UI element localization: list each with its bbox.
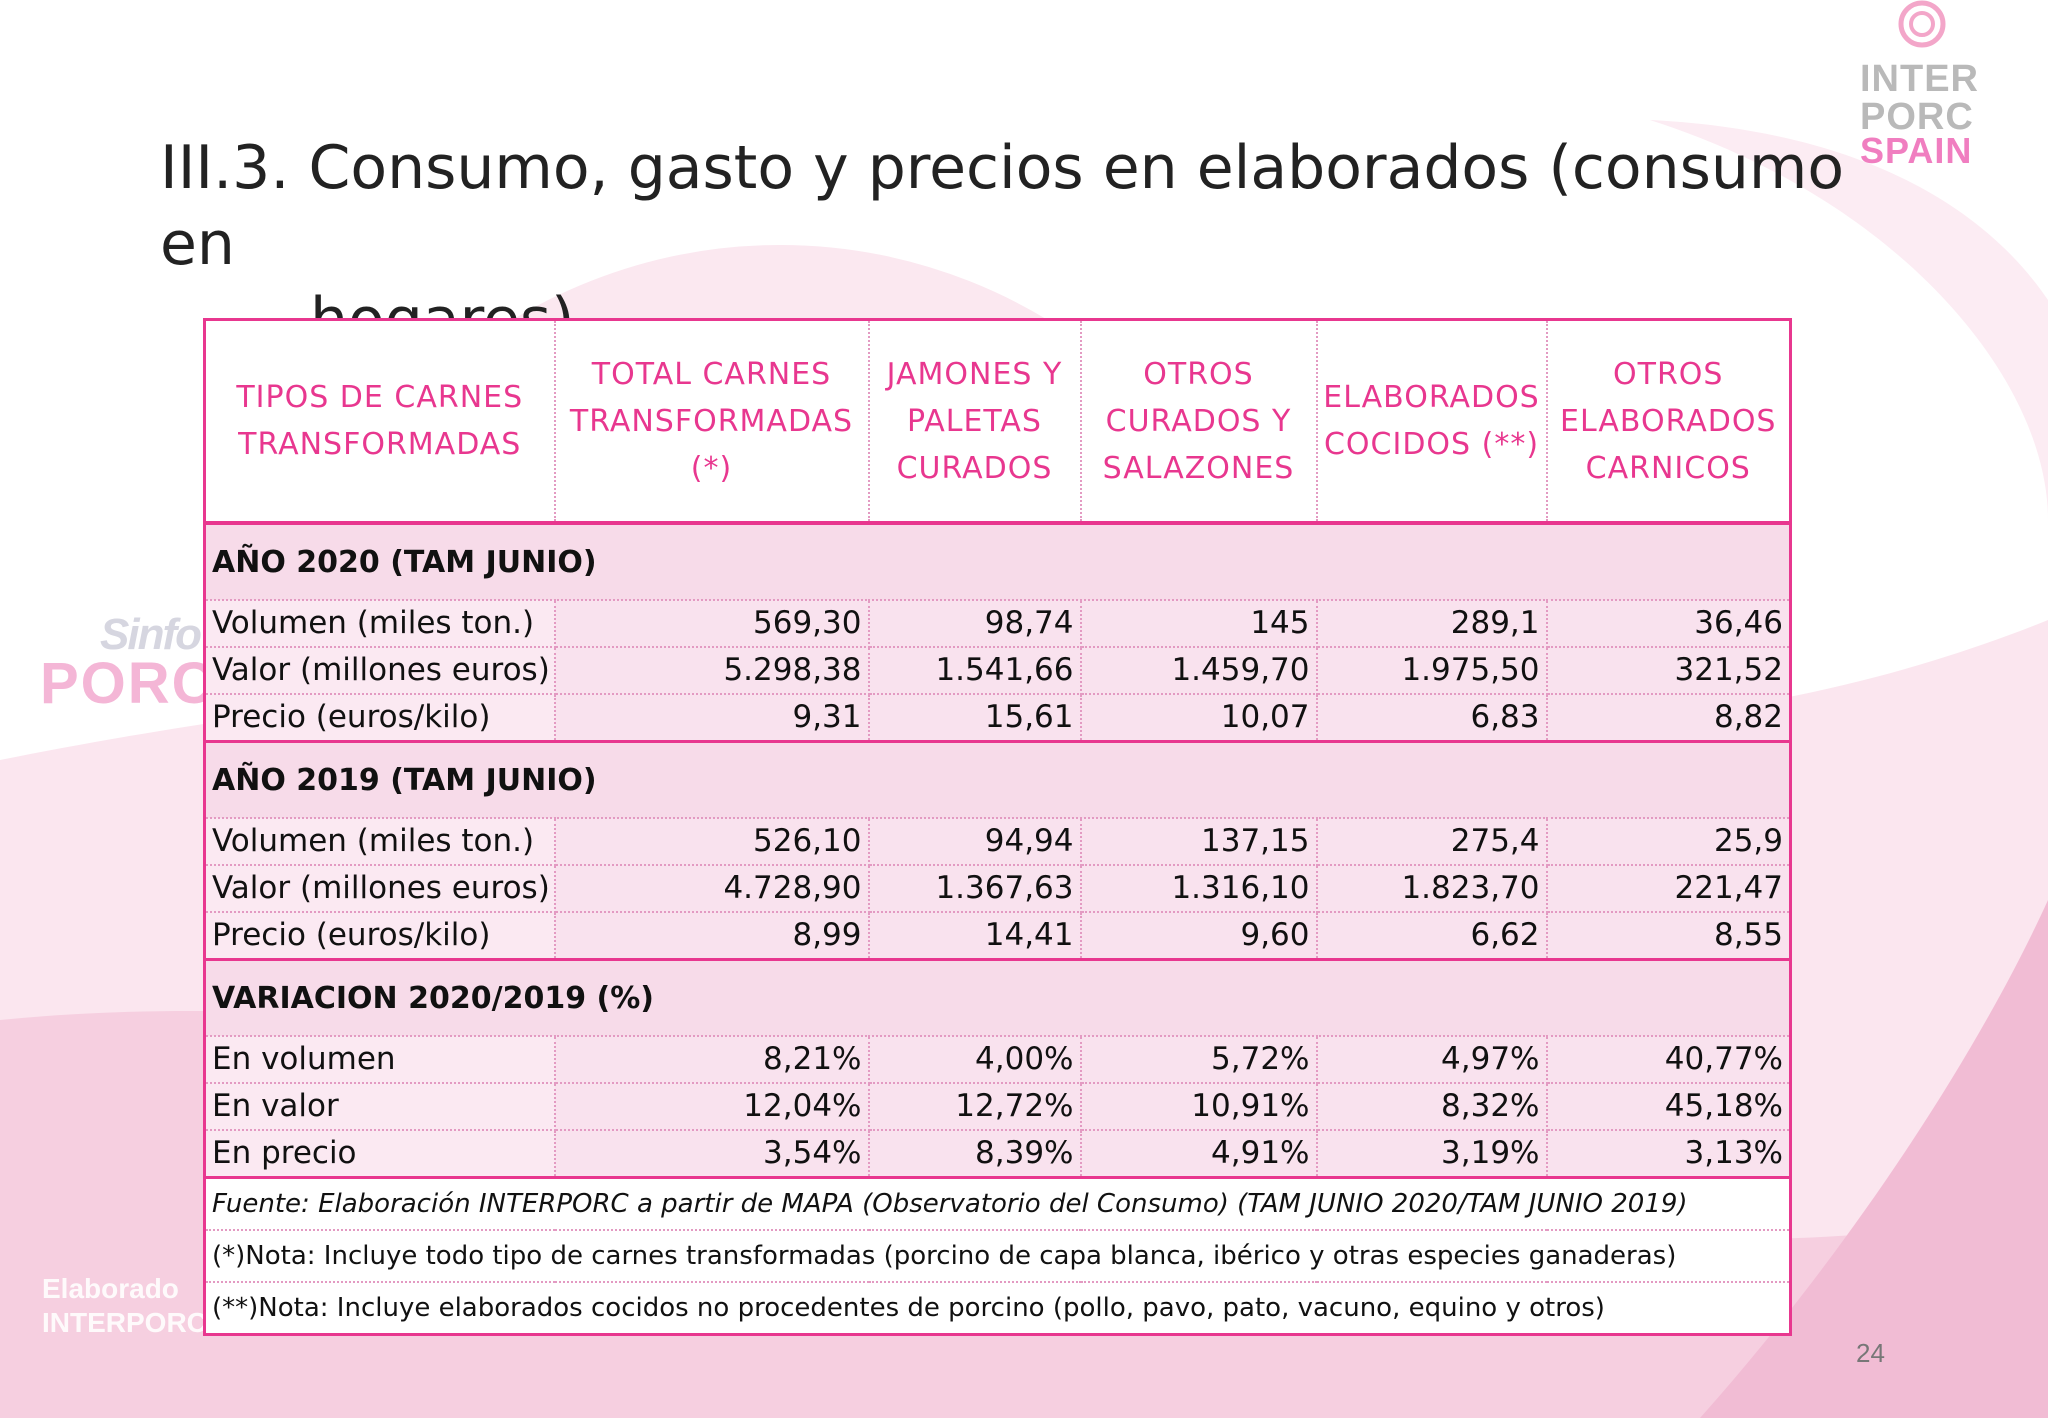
cell-value: 36,46 bbox=[1546, 600, 1792, 648]
sinfo-text: Sinfo bbox=[100, 610, 202, 659]
header-row: TIPOS DE CARNES TRANSFORMADAS TOTAL CARN… bbox=[204, 319, 1792, 525]
cell-value: 12,72% bbox=[868, 1083, 1082, 1131]
section-title: VARIACION 2020/2019 (%) bbox=[204, 959, 1791, 1037]
cell-value: 15,61 bbox=[868, 694, 1082, 743]
cell-value: 321,52 bbox=[1546, 647, 1792, 695]
row-label: Valor (millones euros) bbox=[204, 647, 556, 695]
section-row: VARIACION 2020/2019 (%) bbox=[204, 959, 1791, 1037]
cell-value: 14,41 bbox=[868, 912, 1082, 961]
porc-text: PORC bbox=[40, 651, 216, 716]
logo-text-porc: PORC bbox=[1860, 96, 1974, 138]
table-row: Precio (euros/kilo) 8,99 14,41 9,60 6,62… bbox=[204, 912, 1792, 961]
table-row: Valor (millones euros) 4.728,90 1.367,63… bbox=[204, 865, 1792, 913]
table-row: En volumen 8,21% 4,00% 5,72% 4,97% 40,77… bbox=[204, 1036, 1792, 1084]
cell-value: 8,99 bbox=[554, 912, 870, 961]
cell-value: 40,77% bbox=[1546, 1036, 1792, 1084]
cell-value: 98,74 bbox=[868, 600, 1082, 648]
cell-value: 4,97% bbox=[1316, 1036, 1548, 1084]
cell-value: 275,4 bbox=[1316, 818, 1548, 866]
cell-value: 1.459,70 bbox=[1080, 647, 1318, 695]
cell-value: 137,15 bbox=[1080, 818, 1318, 866]
source-note: Fuente: Elaboración INTERPORC a partir d… bbox=[204, 1177, 1791, 1231]
row-label: Volumen (miles ton.) bbox=[204, 600, 556, 648]
cell-value: 4.728,90 bbox=[554, 865, 870, 913]
table-row: Volumen (miles ton.) 569,30 98,74 145 28… bbox=[204, 600, 1792, 648]
section-title: AÑO 2020 (TAM JUNIO) bbox=[204, 523, 1791, 601]
section-title: AÑO 2019 (TAM JUNIO) bbox=[204, 741, 1791, 819]
cell-value: 9,60 bbox=[1080, 912, 1318, 961]
cell-value: 6,62 bbox=[1316, 912, 1548, 961]
cell-value: 1.541,66 bbox=[868, 647, 1082, 695]
cell-value: 1.823,70 bbox=[1316, 865, 1548, 913]
cell-value: 8,82 bbox=[1546, 694, 1792, 743]
footer-line2: INTERPORC bbox=[42, 1307, 207, 1338]
cell-value: 1.316,10 bbox=[1080, 865, 1318, 913]
column-header: OTROS ELABORADOS CARNICOS bbox=[1546, 319, 1792, 525]
row-label: En precio bbox=[204, 1130, 556, 1179]
page-number: 24 bbox=[1856, 1338, 1885, 1368]
cell-value: 8,32% bbox=[1316, 1083, 1548, 1131]
cell-value: 12,04% bbox=[554, 1083, 870, 1131]
cell-value: 9,31 bbox=[554, 694, 870, 743]
cell-value: 5.298,38 bbox=[554, 647, 870, 695]
cell-value: 8,21% bbox=[554, 1036, 870, 1084]
column-header: ELABORADOS COCIDOS (**) bbox=[1316, 319, 1548, 525]
row-label: Precio (euros/kilo) bbox=[204, 694, 556, 743]
footnote: (**)Nota: Incluye elaborados cocidos no … bbox=[204, 1282, 1791, 1335]
row-label: Volumen (miles ton.) bbox=[204, 818, 556, 866]
column-header: TOTAL CARNES TRANSFORMADAS (*) bbox=[554, 319, 870, 525]
cell-value: 3,54% bbox=[554, 1130, 870, 1179]
cell-value: 3,13% bbox=[1546, 1130, 1792, 1179]
cell-value: 94,94 bbox=[868, 818, 1082, 866]
cell-value: 8,39% bbox=[868, 1130, 1082, 1179]
logo-text-inter: INTER bbox=[1860, 58, 1979, 100]
cell-value: 526,10 bbox=[554, 818, 870, 866]
cell-value: 45,18% bbox=[1546, 1083, 1792, 1131]
table-row: En valor 12,04% 12,72% 10,91% 8,32% 45,1… bbox=[204, 1083, 1792, 1131]
row-label: En volumen bbox=[204, 1036, 556, 1084]
footer-watermark: Elaborado INTERPORC bbox=[42, 1272, 207, 1340]
section-row: AÑO 2020 (TAM JUNIO) bbox=[204, 523, 1791, 601]
cell-value: 289,1 bbox=[1316, 600, 1548, 648]
logo-text-spain: SPAIN bbox=[1860, 130, 1973, 171]
cell-value: 8,55 bbox=[1546, 912, 1792, 961]
cell-value: 1.367,63 bbox=[868, 865, 1082, 913]
consumption-table: TIPOS DE CARNES TRANSFORMADAS TOTAL CARN… bbox=[203, 318, 1792, 1336]
cell-value: 221,47 bbox=[1546, 865, 1792, 913]
row-label: Precio (euros/kilo) bbox=[204, 912, 556, 961]
table-row: Valor (millones euros) 5.298,38 1.541,66… bbox=[204, 647, 1792, 695]
cell-value: 4,91% bbox=[1080, 1130, 1318, 1179]
cell-value: 10,91% bbox=[1080, 1083, 1318, 1131]
cell-value: 569,30 bbox=[554, 600, 870, 648]
cell-value: 145 bbox=[1080, 600, 1318, 648]
footnote-row: (**)Nota: Incluye elaborados cocidos no … bbox=[204, 1282, 1791, 1335]
table-row: En precio 3,54% 8,39% 4,91% 3,19% 3,13% bbox=[204, 1130, 1792, 1179]
table-row: Volumen (miles ton.) 526,10 94,94 137,15… bbox=[204, 818, 1792, 866]
table-row: Precio (euros/kilo) 9,31 15,61 10,07 6,8… bbox=[204, 694, 1792, 743]
footer-line1: Elaborado bbox=[42, 1273, 179, 1304]
cell-value: 25,9 bbox=[1546, 818, 1792, 866]
cell-value: 5,72% bbox=[1080, 1036, 1318, 1084]
title-line1: III.3. Consumo, gasto y precios en elabo… bbox=[160, 133, 1845, 279]
section-row: AÑO 2019 (TAM JUNIO) bbox=[204, 741, 1791, 819]
row-label: Valor (millones euros) bbox=[204, 865, 556, 913]
cell-value: 1.975,50 bbox=[1316, 647, 1548, 695]
column-header: TIPOS DE CARNES TRANSFORMADAS bbox=[204, 319, 556, 525]
source-note-row: Fuente: Elaboración INTERPORC a partir d… bbox=[204, 1177, 1791, 1231]
cell-value: 3,19% bbox=[1316, 1130, 1548, 1179]
sinfoporc-logo: Sinfo PORC bbox=[40, 610, 216, 717]
column-header: OTROS CURADOS Y SALAZONES bbox=[1080, 319, 1318, 525]
column-header: JAMONES Y PALETAS CURADOS bbox=[868, 319, 1082, 525]
cell-value: 10,07 bbox=[1080, 694, 1318, 743]
footnote: (*)Nota: Incluye todo tipo de carnes tra… bbox=[204, 1230, 1791, 1283]
interporc-spain-logo: INTER PORC SPAIN bbox=[1838, 0, 1998, 170]
cell-value: 6,83 bbox=[1316, 694, 1548, 743]
row-label: En valor bbox=[204, 1083, 556, 1131]
swirl-icon bbox=[1898, 0, 1946, 48]
cell-value: 4,00% bbox=[868, 1036, 1082, 1084]
footnote-row: (*)Nota: Incluye todo tipo de carnes tra… bbox=[204, 1230, 1791, 1283]
